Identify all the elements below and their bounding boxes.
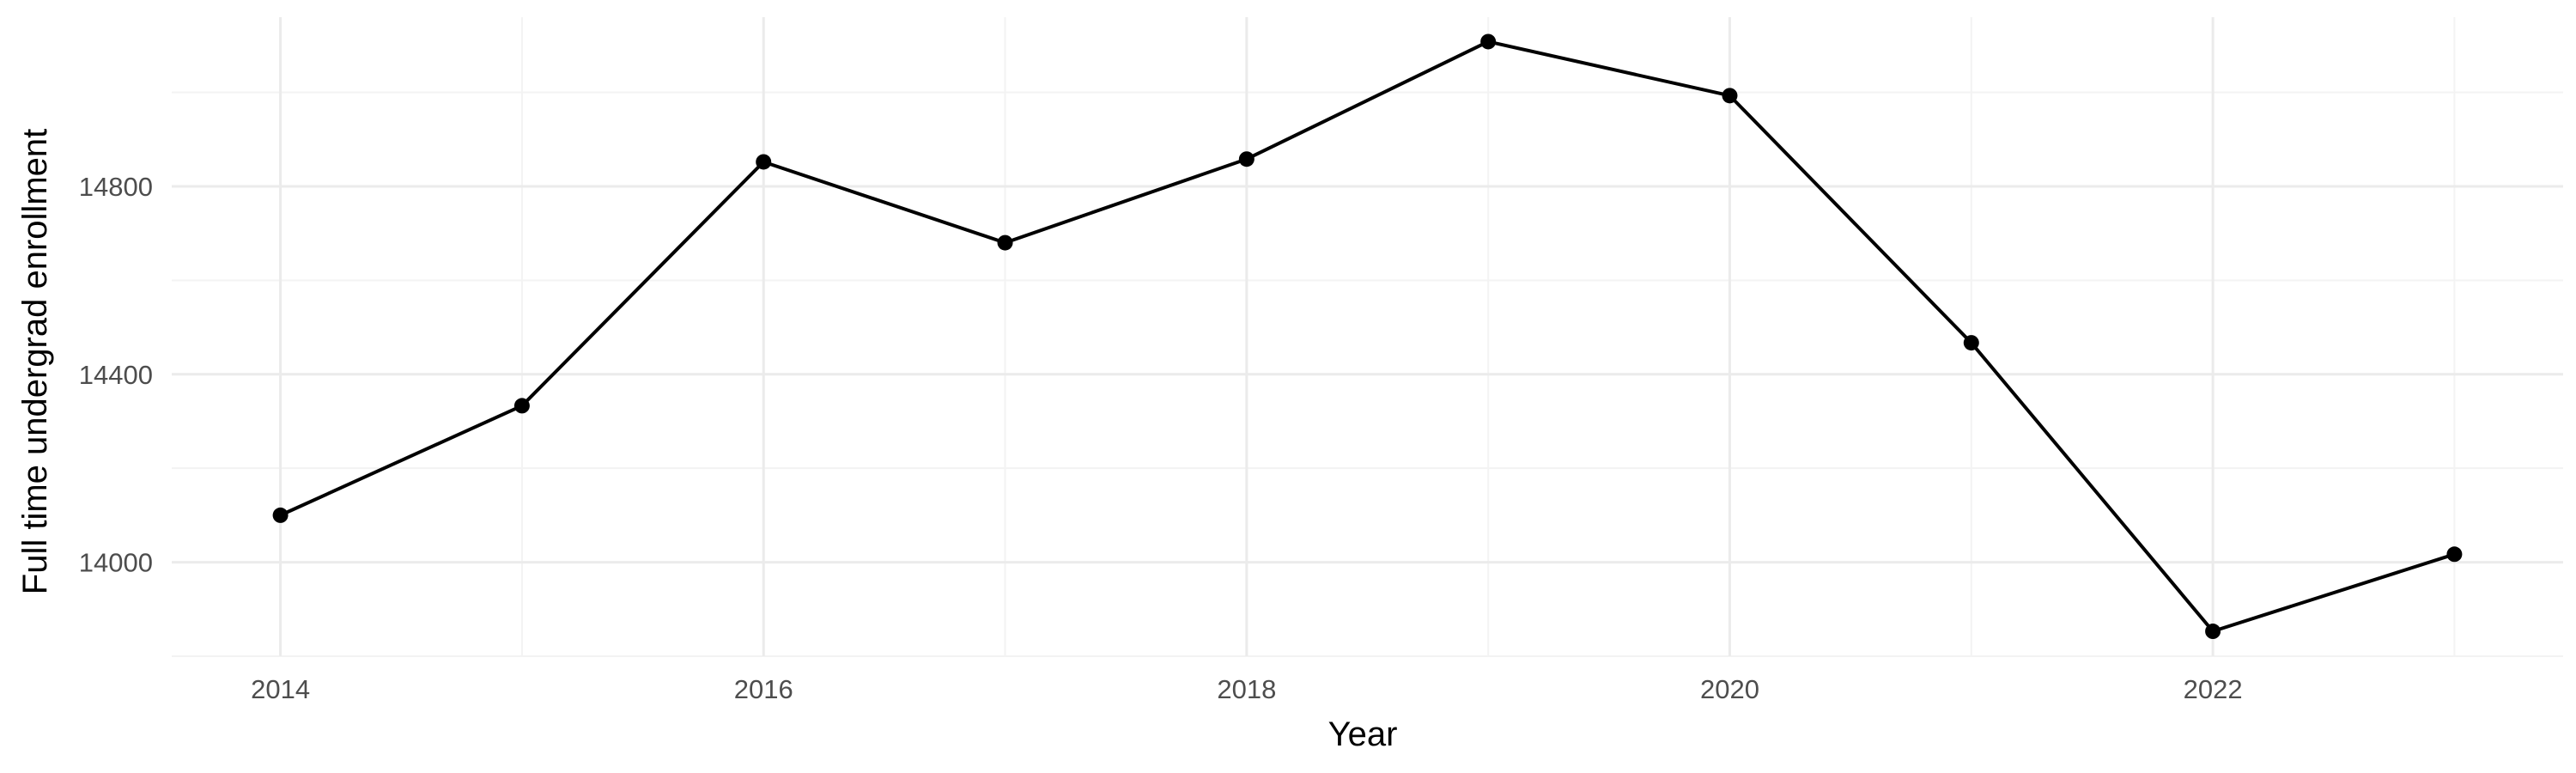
data-point [513,398,530,414]
data-point [1480,33,1497,50]
data-point [2446,546,2463,563]
x-axis-title: Year [1328,715,1398,753]
data-point [1722,88,1738,104]
y-tick-label: 14400 [79,360,153,390]
y-tick-label: 14800 [79,172,153,202]
x-tick-label: 2022 [2184,674,2243,704]
data-point [272,507,289,523]
x-tick-label: 2018 [1217,674,1276,704]
x-tick-label: 2016 [734,674,793,704]
tick-labels: 14000 14400 14800 2014 2016 2018 2020 2022 [79,172,2243,704]
x-tick-label: 2014 [251,674,310,704]
data-point [1238,151,1255,167]
y-axis-title: Full time undergrad enrollment [16,129,54,594]
data-point [1963,335,1979,351]
data-point [2205,624,2221,640]
x-tick-label: 2020 [1700,674,1759,704]
data-point [756,154,772,170]
y-tick-label: 14000 [79,548,153,578]
data-point [997,234,1013,251]
series [272,33,2463,640]
grid [172,17,2563,657]
series-line [279,40,2456,634]
